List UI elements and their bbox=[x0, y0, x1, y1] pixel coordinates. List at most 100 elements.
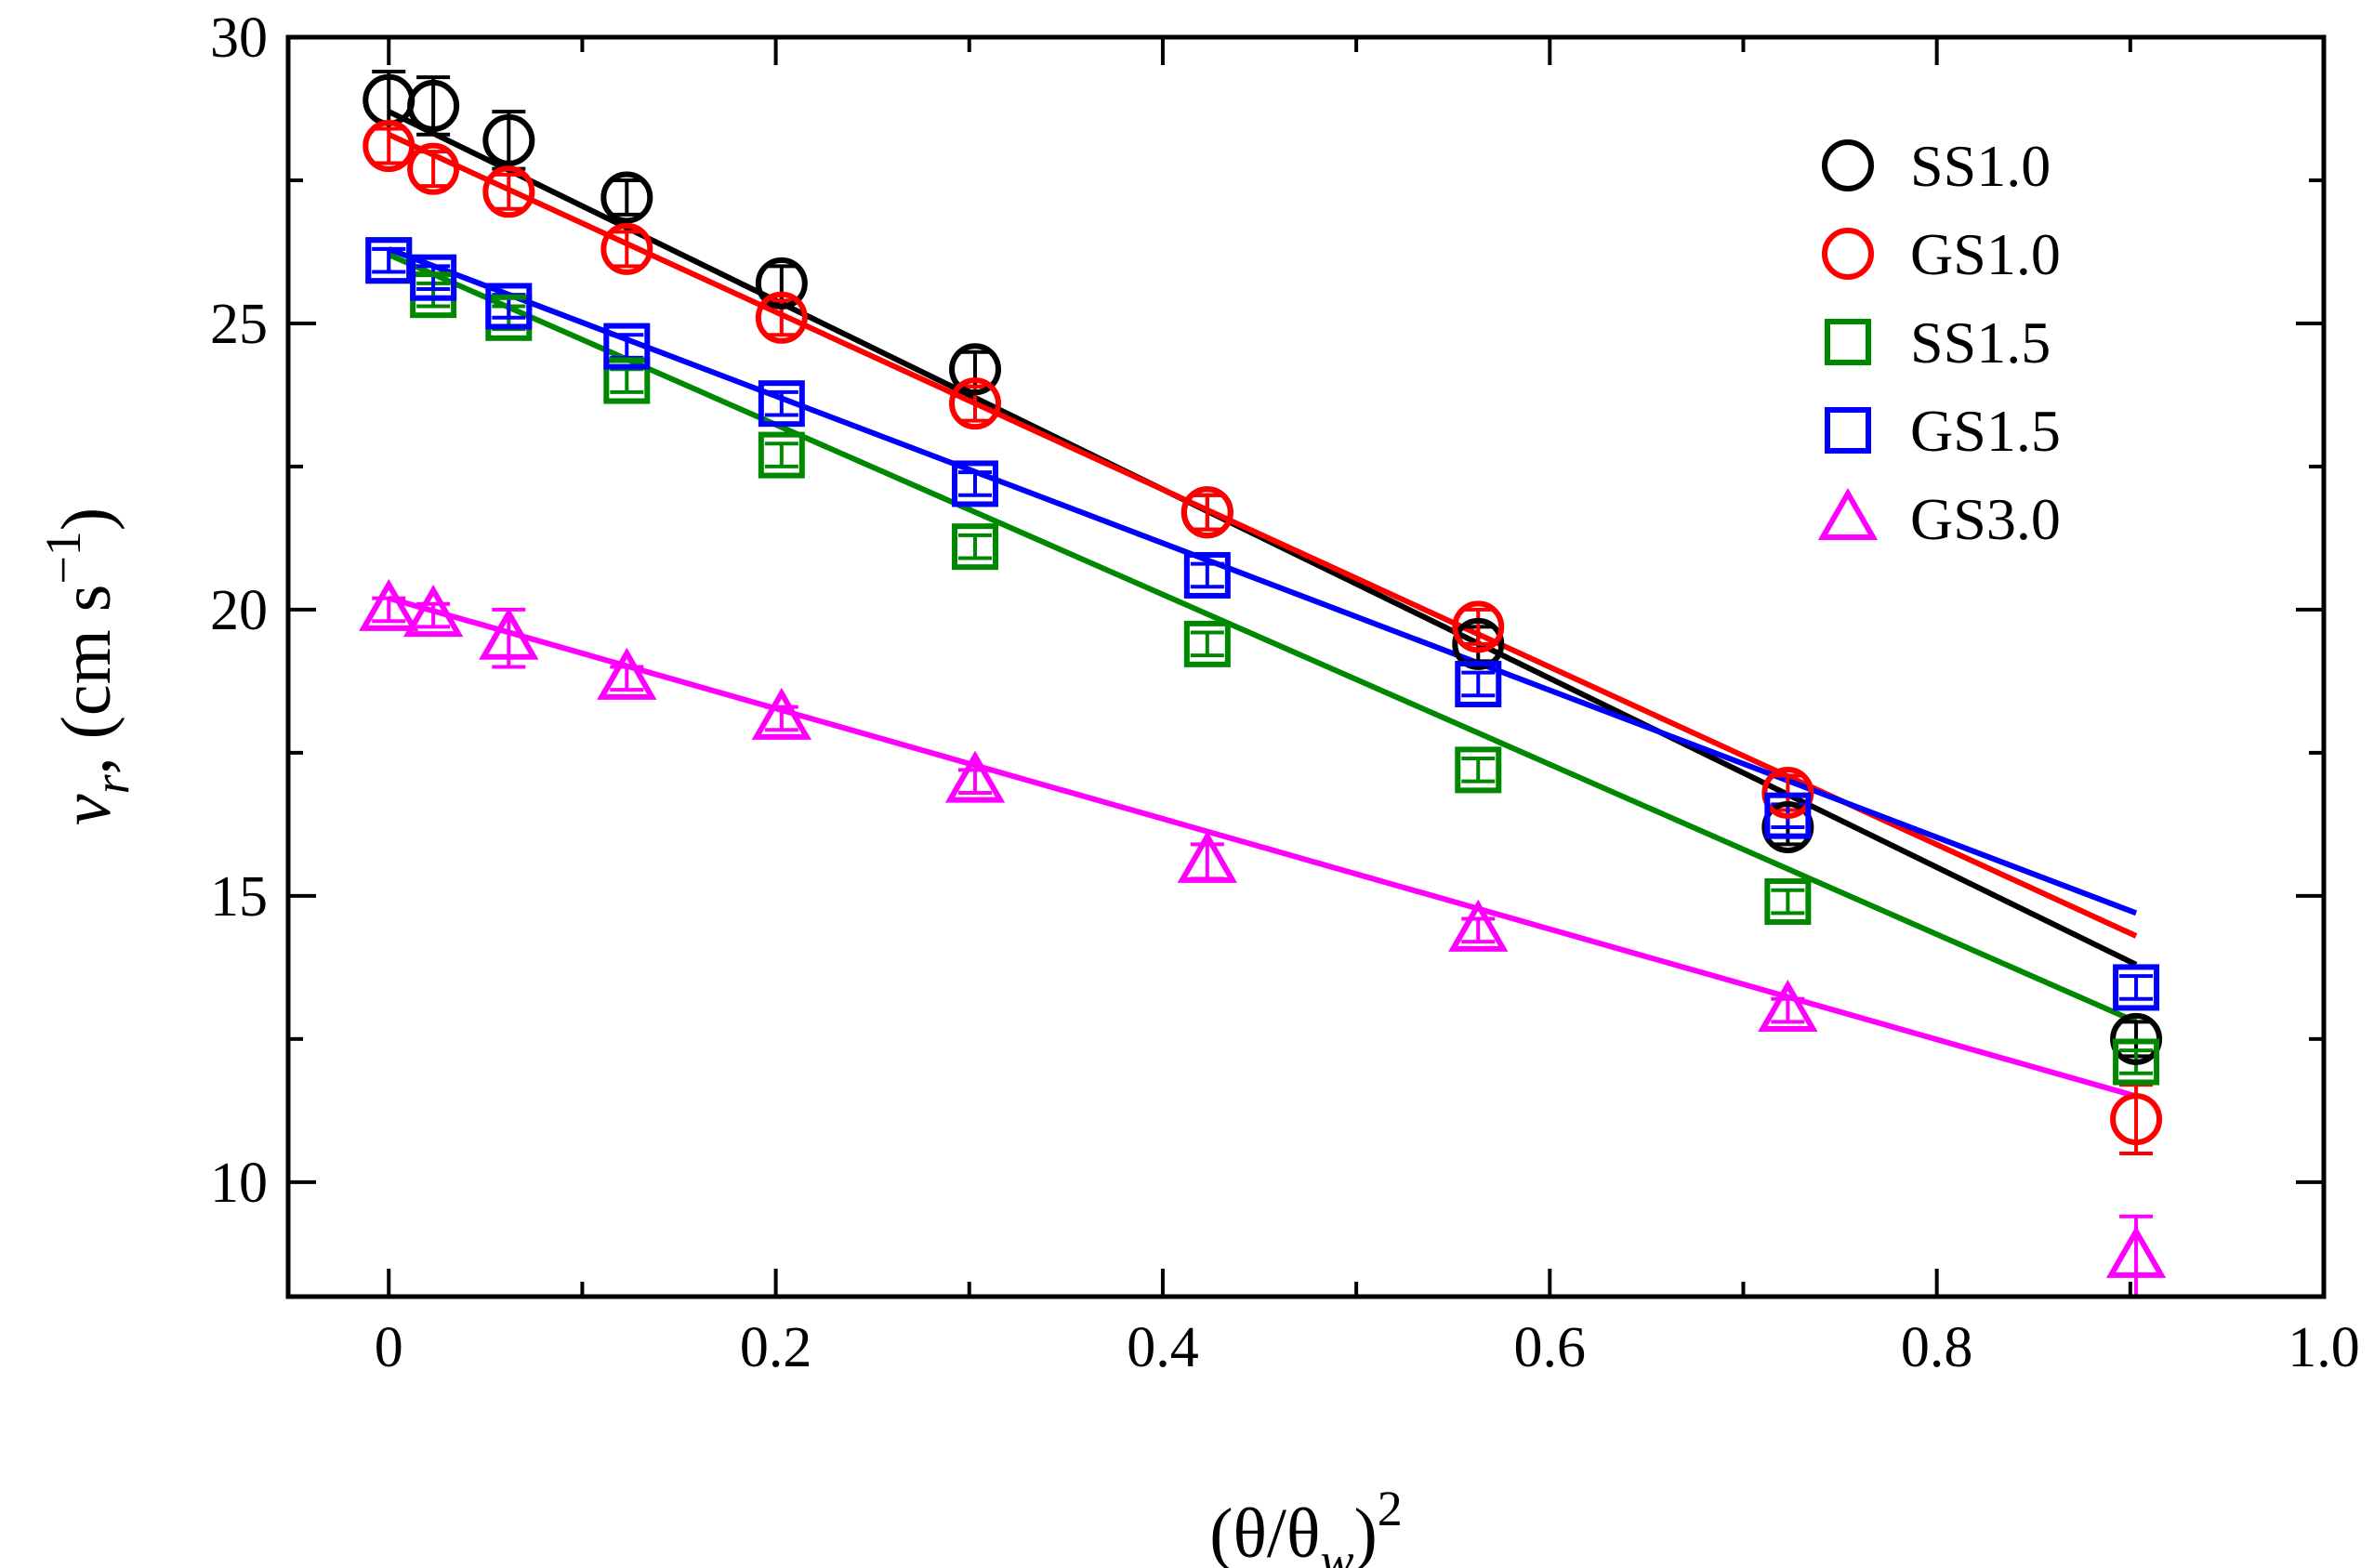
error-bar-gs3-0 bbox=[1461, 916, 1496, 944]
y-tick-label: 10 bbox=[210, 1152, 268, 1215]
point-gs1-0 bbox=[2110, 1093, 2163, 1146]
point-gs1-5 bbox=[2113, 964, 2160, 1011]
legend-marker-ss1-0 bbox=[1822, 139, 1874, 191]
point-gs1-0 bbox=[1452, 600, 1505, 653]
x-tick-label: 0.2 bbox=[740, 1316, 812, 1379]
plot-frame bbox=[285, 34, 2327, 1299]
point-gs3-0 bbox=[1448, 899, 1509, 952]
point-ss1-0 bbox=[755, 257, 808, 310]
error-bar-gs1-0 bbox=[372, 126, 406, 165]
point-gs3-0 bbox=[479, 607, 539, 660]
point-gs1-0 bbox=[949, 377, 1002, 430]
error-bar-gs1-0 bbox=[416, 150, 451, 189]
x-tick-label: 0.8 bbox=[1901, 1316, 1973, 1379]
fit-line-gs1-5 bbox=[388, 246, 2138, 916]
fit-line-ss1-5 bbox=[388, 252, 2138, 1025]
error-bar-gs1-5 bbox=[2119, 974, 2154, 1001]
point-gs3-0 bbox=[1177, 830, 1238, 883]
error-bars bbox=[372, 69, 2154, 1298]
error-bar-ss1-5 bbox=[958, 533, 993, 560]
point-gs3-0 bbox=[402, 585, 464, 638]
error-bar-ss1-5 bbox=[610, 367, 644, 394]
x-tick-label: 0.4 bbox=[1127, 1316, 1199, 1379]
legend-label-gs1-5: GS1.5 bbox=[1910, 398, 2061, 464]
legend-marker-gs3-0 bbox=[1817, 487, 1879, 540]
point-ss1-5 bbox=[2113, 1038, 2160, 1086]
x-axis-label: (θ/θw)2 bbox=[1209, 1481, 1403, 1568]
point-ss1-5 bbox=[758, 431, 805, 479]
point-gs3-0 bbox=[359, 578, 419, 631]
x-tick-label: 0 bbox=[375, 1316, 403, 1379]
y-tick-label: 30 bbox=[210, 7, 268, 70]
point-gs3-0 bbox=[1758, 980, 1818, 1033]
legend-marker-gs1-5 bbox=[1825, 407, 1871, 454]
point-ss1-0 bbox=[600, 171, 653, 224]
legend-label-ss1-0: SS1.0 bbox=[1910, 133, 2051, 199]
point-gs1-0 bbox=[600, 222, 653, 275]
error-bar-gs1-0 bbox=[1190, 493, 1224, 532]
error-bar-gs3-0 bbox=[1771, 996, 1805, 1024]
x-tick-label: 0.6 bbox=[1514, 1316, 1587, 1379]
point-ss1-5 bbox=[603, 357, 651, 404]
legend: SS1.0 GS1.0 SS1.5 GS1.5 GS3.0 bbox=[1817, 133, 2061, 552]
error-bar-ss1-0 bbox=[610, 178, 644, 217]
point-ss1-0 bbox=[1452, 617, 1505, 670]
point-gs1-0 bbox=[1180, 486, 1233, 539]
point-gs1-0 bbox=[407, 142, 460, 195]
point-gs3-0 bbox=[2105, 1225, 2167, 1278]
point-ss1-0 bbox=[407, 79, 460, 132]
point-ss1-5 bbox=[1183, 620, 1231, 667]
legend-marker-gs1-0 bbox=[1822, 228, 1874, 280]
error-bar-gs1-5 bbox=[764, 389, 798, 417]
y-tick-label: 20 bbox=[210, 579, 268, 642]
point-ss1-5 bbox=[1764, 878, 1812, 926]
point-gs1-5 bbox=[410, 254, 457, 301]
point-ss1-5 bbox=[952, 523, 999, 571]
error-bar-gs3-0 bbox=[610, 665, 644, 692]
point-gs1-5 bbox=[952, 460, 999, 507]
point-gs1-0 bbox=[482, 165, 535, 218]
error-bar-ss1-5 bbox=[1461, 757, 1496, 784]
error-bar-gs3-0 bbox=[416, 601, 451, 629]
point-gs3-0 bbox=[944, 750, 1006, 803]
error-bar-ss1-0 bbox=[416, 75, 451, 137]
error-bar-gs1-5 bbox=[1190, 561, 1224, 589]
error-bar-gs1-5 bbox=[1461, 670, 1496, 698]
legend-marker-ss1-5 bbox=[1825, 319, 1871, 365]
point-gs1-0 bbox=[755, 291, 808, 344]
error-bar-gs3-0 bbox=[958, 768, 993, 795]
error-bar-ss1-5 bbox=[1771, 888, 1805, 916]
x-tick-label: 1.0 bbox=[2288, 1316, 2360, 1379]
y-axis-label: vr, (cm s−1) bbox=[35, 507, 139, 825]
error-bar-gs1-5 bbox=[416, 264, 451, 291]
data-points bbox=[359, 73, 2167, 1278]
error-bar-gs1-0 bbox=[610, 230, 644, 269]
error-bar-gs3-0 bbox=[764, 705, 798, 732]
point-gs1-5 bbox=[1764, 792, 1812, 839]
point-gs1-5 bbox=[365, 237, 413, 284]
error-bar-gs1-5 bbox=[372, 246, 406, 274]
legend-label-gs3-0: GS3.0 bbox=[1910, 486, 2061, 552]
point-ss1-0 bbox=[482, 113, 535, 166]
y-tick-label: 15 bbox=[210, 865, 268, 929]
point-gs1-5 bbox=[758, 380, 805, 428]
fit-lines bbox=[387, 109, 2138, 1100]
point-ss1-0 bbox=[949, 343, 1002, 396]
point-gs1-5 bbox=[485, 283, 533, 330]
point-ss1-5 bbox=[1455, 746, 1502, 794]
error-bar-ss1-5 bbox=[764, 441, 798, 468]
fit-line-gs3-0 bbox=[388, 595, 2137, 1100]
error-bar-gs1-0 bbox=[492, 172, 526, 211]
point-gs1-5 bbox=[1183, 551, 1231, 599]
error-bar-gs1-5 bbox=[958, 470, 993, 497]
error-bar-gs1-0 bbox=[1461, 607, 1496, 646]
point-gs1-5 bbox=[1455, 660, 1502, 707]
point-gs1-0 bbox=[363, 120, 415, 173]
point-gs3-0 bbox=[597, 647, 657, 700]
y-tick-label: 25 bbox=[210, 293, 268, 356]
error-bar-gs3-0 bbox=[372, 596, 406, 624]
point-gs3-0 bbox=[751, 687, 812, 740]
tick-labels: 0 0.2 0.4 0.6 0.8 1.0 10 15 20 25 30 bbox=[210, 7, 2360, 1379]
legend-label-gs1-0: GS1.0 bbox=[1910, 221, 2061, 287]
